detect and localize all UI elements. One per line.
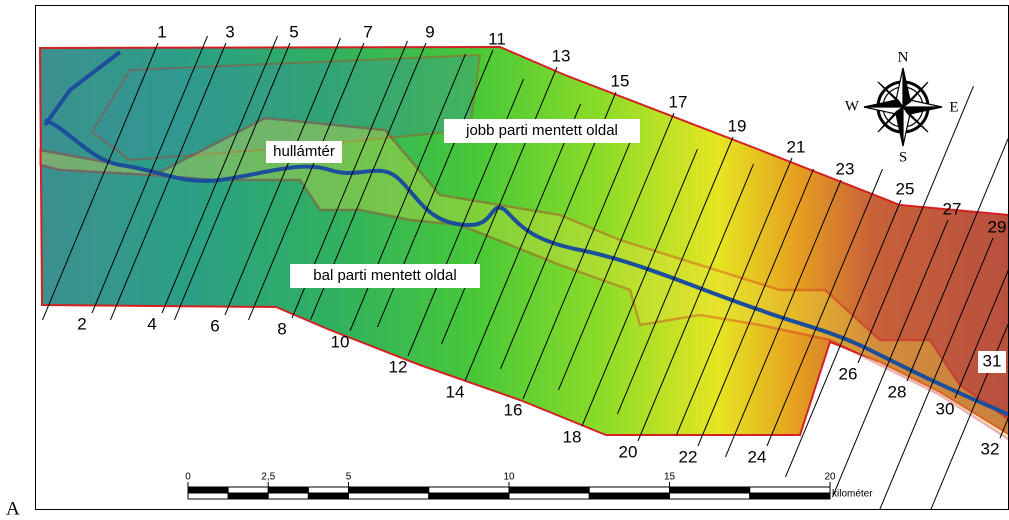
section-label: 31 <box>983 351 1002 370</box>
section-label: 11 <box>488 29 506 48</box>
section-label: 1 <box>157 22 166 41</box>
scale-tick-label: 20 <box>824 472 836 483</box>
section-label: 27 <box>943 199 962 218</box>
scale-segment <box>750 493 830 499</box>
section-label: 7 <box>363 22 372 41</box>
scale-segment <box>670 487 750 493</box>
scale-segment <box>509 493 589 499</box>
scale-segment <box>349 493 429 499</box>
scale-tick-label: 2,5 <box>261 472 275 483</box>
compass-label: E <box>949 99 958 115</box>
area-label: jobb parti mentett oldal <box>465 122 618 139</box>
scale-segment <box>268 493 308 499</box>
section-label: 13 <box>552 46 571 65</box>
section-label: 30 <box>936 399 955 418</box>
section-label: 10 <box>331 332 350 351</box>
scale-segment <box>429 493 509 499</box>
scale-segment <box>509 487 589 493</box>
section-label: 24 <box>748 447 767 466</box>
scale-unit: kilométer <box>832 489 873 500</box>
compass-label: S <box>899 149 907 165</box>
scale-tick-label: 15 <box>664 472 676 483</box>
section-label: 14 <box>446 382 465 401</box>
scale-segment <box>589 493 669 499</box>
section-label: 3 <box>225 22 234 41</box>
compass-label: N <box>898 49 909 65</box>
section-label: 20 <box>619 442 638 461</box>
section-label: 16 <box>504 400 523 419</box>
section-label: 29 <box>988 217 1007 236</box>
scale-segment <box>670 493 750 499</box>
section-label: 19 <box>728 116 747 135</box>
scale-segment <box>188 487 228 493</box>
section-label: 32 <box>981 439 1000 458</box>
section-label: 12 <box>389 357 408 376</box>
section-label: 4 <box>147 314 156 333</box>
section-label: 22 <box>679 447 698 466</box>
section-label: 28 <box>888 382 907 401</box>
section-label: 15 <box>611 71 630 90</box>
scale-tick-label: 10 <box>503 472 515 483</box>
scale-segment <box>750 487 830 493</box>
scale-segment <box>188 493 228 499</box>
section-label: 25 <box>896 179 915 198</box>
compass-label: W <box>845 98 860 114</box>
scale-segment <box>349 487 429 493</box>
section-label: 21 <box>787 137 806 156</box>
scale-segment <box>589 487 669 493</box>
scale-segment <box>228 487 268 493</box>
scale-tick-label: 0 <box>185 472 191 483</box>
section-label: 6 <box>210 316 219 335</box>
section-label: 26 <box>839 364 858 383</box>
section-label: 17 <box>669 92 688 111</box>
section-label: 8 <box>277 319 286 338</box>
map: 1234567891011121314151617181920212223242… <box>0 0 1009 520</box>
scale-segment <box>308 493 348 499</box>
section-label: 5 <box>289 22 298 41</box>
scale-segment <box>308 487 348 493</box>
scale-segment <box>268 487 308 493</box>
area-label: hullámtér <box>273 143 335 160</box>
scale-segment <box>228 493 268 499</box>
area-label: bal parti mentett oldal <box>313 267 456 284</box>
section-label: 9 <box>425 22 434 41</box>
section-label: 23 <box>836 159 855 178</box>
scale-tick-label: 5 <box>346 472 352 483</box>
panel-label: A <box>6 498 20 519</box>
section-label: 18 <box>563 427 582 446</box>
section-label: 2 <box>77 314 86 333</box>
compass-rose <box>864 68 942 146</box>
scale-segment <box>429 487 509 493</box>
